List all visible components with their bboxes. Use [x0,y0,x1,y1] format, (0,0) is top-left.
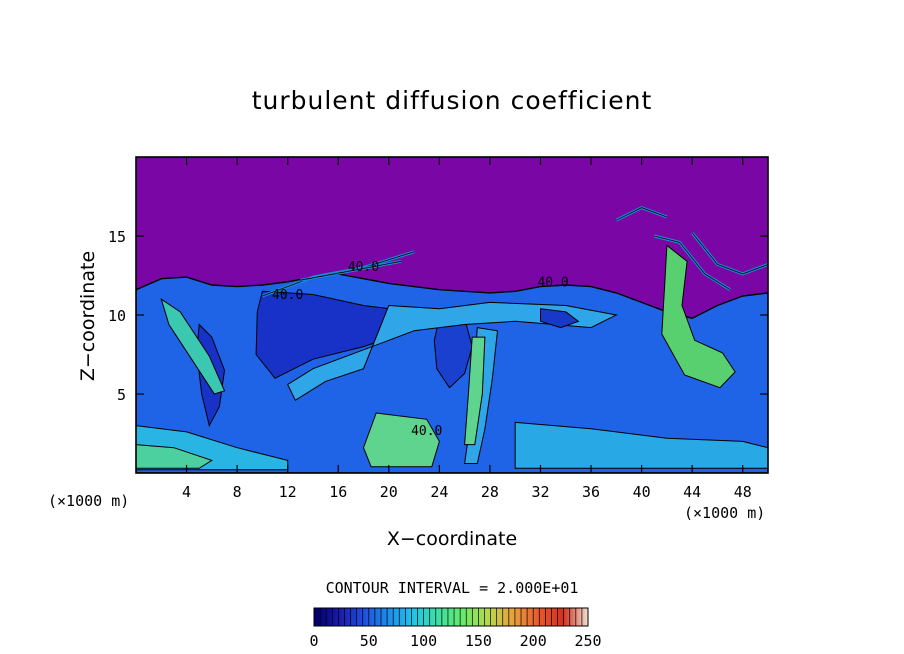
colorbar-tick-150: 150 [465,632,492,650]
contour-streak-3 [616,207,668,221]
x-axis-ticks: 4 8 12 16 20 24 28 32 36 40 44 48 [182,157,752,501]
colorbar [313,607,589,627]
contour-interval-text: CONTOUR INTERVAL = 2.000E+01 [325,579,579,597]
y-axis-label: Z−coordinate [77,250,99,382]
field-green-patch-5 [661,244,736,389]
x-unit-label-left: (×1000 m) [48,492,130,510]
field-green-patch-2 [464,336,486,446]
colorbar-tick-labels: 0 50 100 150 200 250 [309,632,601,650]
contour-streak-5 [691,232,768,275]
y-tick-label-15: 15 [108,228,126,246]
x-tick-label-32: 32 [531,483,549,501]
field-light-blue-band-4 [514,421,768,469]
x-tick-label-44: 44 [683,483,701,501]
field-green-patch-3 [136,444,213,469]
contour-line-layer-top [136,273,768,473]
x-tick-label-16: 16 [329,483,347,501]
contour-labels: 40.0 40.0 40.0 40.0 [272,260,569,439]
contour-streak-2 [300,260,402,281]
chart-title: turbulent diffusion coefficient [251,86,653,115]
contour-label-4: 40.0 [411,424,442,439]
x-tick-label-12: 12 [279,483,297,501]
contour-label-3: 40.0 [272,288,303,303]
x-tick-label-48: 48 [734,483,752,501]
colorbar-tick-0: 0 [309,632,318,650]
x-tick-label-24: 24 [430,483,448,501]
field-green-patch-4 [160,298,226,395]
contour-streak-4 [654,235,731,291]
field-dark-blue-patch-1 [255,290,415,379]
colorbar-tick-250: 250 [574,632,601,650]
y-axis-ticks: 5 10 15 [108,228,768,404]
field-green-patch-1 [362,412,440,468]
colorbar-tick-100: 100 [410,632,437,650]
contour-label-2: 40.0 [348,260,379,275]
colorbar-tick-50: 50 [360,632,378,650]
y-tick-label-10: 10 [108,307,126,325]
contour-label-1: 40.0 [537,276,568,291]
x-tick-label-4: 4 [182,483,191,501]
field-layer [136,157,768,473]
x-tick-label-40: 40 [633,483,651,501]
field-light-blue-band-1 [287,301,618,402]
colorbar-tick-200: 200 [520,632,547,650]
colorbar-gridlines [313,608,589,626]
y-tick-label-5: 5 [117,386,126,404]
x-unit-label-right: (×1000 m) [684,504,766,522]
x-axis-label: X−coordinate [386,528,518,550]
field-dark-blue-patch-4 [540,308,580,329]
x-tick-label-36: 36 [582,483,600,501]
x-tick-label-20: 20 [380,483,398,501]
x-tick-label-28: 28 [481,483,499,501]
x-tick-label-8: 8 [233,483,242,501]
